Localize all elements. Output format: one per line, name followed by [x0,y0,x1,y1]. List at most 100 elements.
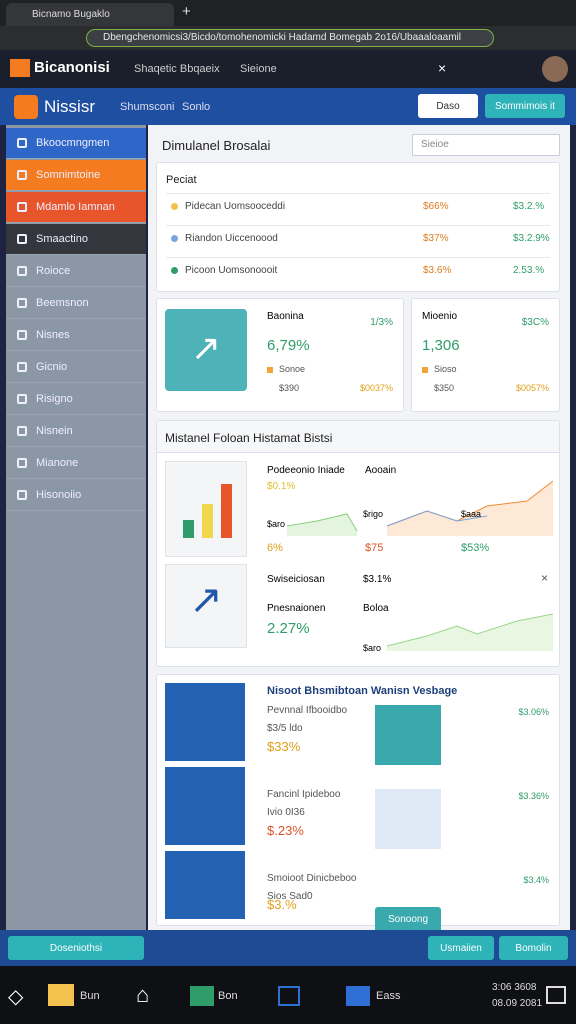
legend-text: $0037% [359,383,393,393]
button[interactable]: Doseniothsi [8,936,144,960]
sidebar-icon [17,138,27,148]
sidebar-item[interactable]: Mdamlo Iamnan [6,192,146,223]
search-box[interactable]: Sieioe [412,134,560,156]
row-value: $3.6% [423,265,452,276]
axis-label: $aro [267,519,286,529]
sidebar-item[interactable]: Smaactino [6,224,146,255]
promo-sub: Ivio 0I36 [267,807,305,818]
sidebar-icon [17,266,27,276]
button[interactable]: Bomolin [499,936,568,960]
row-name: Picoon Uomsonoooit [185,265,278,276]
start[interactable]: ◇ [8,986,24,1008]
sidebar-item[interactable]: Gicnio [6,352,146,383]
sidebar-item[interactable]: Bkoocmngmen [6,128,146,159]
footer: Doseniothsi Usmaiien Bomolin [0,930,576,966]
row-value: $3.2.% [513,201,545,212]
stat: $53% [461,542,490,554]
axis-label: $aaa [461,509,482,519]
clock: 3:06 3608 [492,982,537,993]
sidebar-icon [17,202,27,212]
nav-link[interactable]: Shumsconi [120,101,175,113]
row-name: Pidecan Uomsooceddi [185,201,286,212]
tab-bar: Bicnamo Bugaklo + [0,0,576,26]
close[interactable]: × [438,60,447,76]
kpi-label: Baonina [267,311,304,322]
sub-title: Nissisr [44,97,95,116]
sidebar-item[interactable]: Somnimtoine [6,160,146,191]
button[interactable]: Sommimois it [485,94,565,118]
sidebar-item[interactable]: Nisnein [6,416,146,447]
row-value: $37% [423,233,449,244]
promo-tile [165,851,245,921]
promo-label: Smoioot Dinicbeboo [267,873,357,884]
sidebar-item[interactable]: Mianone [6,448,146,479]
kpi-change: 1/3% [370,317,393,328]
avatar[interactable] [542,56,568,82]
legend-text: $350 [434,383,455,393]
tab[interactable]: Bicnamo Bugaklo [6,3,174,26]
sidebar: Bkoocmngmen Somnimtoine Mdamlo Iamnan Smaac… [6,125,146,930]
row-divider [166,193,550,194]
search[interactable]: Shaqetic Bbqaeix [134,63,220,75]
sidebar-item[interactable]: Risigno [6,384,146,415]
legend-text: $390 [279,383,300,393]
promo-image [375,789,441,849]
row-divider [166,257,550,258]
search-placeholder: Sieioe [421,139,449,150]
sidebar-item[interactable]: Roioce [6,256,146,287]
stat: $75 [365,542,384,554]
axis-label: $aro [363,643,382,653]
header-tab[interactable]: Sieione [240,63,277,75]
close[interactable]: × [541,571,549,585]
table-title: Peciat [166,174,197,186]
app-label[interactable]: Bun [80,990,100,1002]
chart-card: Mistanel Foloan Histamat Bistsi ↗ Podeeo… [156,420,560,667]
row-divider [166,225,550,226]
sidebar-icon [17,330,27,340]
promo-label: Fancinl Ipideboo [267,789,341,800]
sidebar-item[interactable]: Beemsnon [6,288,146,319]
promo-value: $33% [267,739,301,754]
sidebar-item[interactable]: Nisnes [6,320,146,351]
sidebar-icon [17,458,27,468]
app-icon[interactable] [278,986,300,1006]
notifications[interactable] [546,986,566,1004]
chart-icon [165,461,247,557]
axis-label: $rigo [363,509,384,519]
row-dot [171,267,178,274]
home[interactable]: ⌂ [136,982,150,1007]
app-icon[interactable] [48,984,74,1006]
date: 08.09 2081 [492,998,543,1009]
url-box[interactable]: Dbengchenomicsi3/Bicdo/tomohenomicki Had… [86,29,494,47]
app-icon[interactable] [346,986,370,1006]
chart-sub: $0.1% [267,481,296,492]
kpi-card: ↗ Baonina 1/3% 6,79% Sonoe $390 $0037% [156,298,404,412]
row-label: Swiseiciosan [267,574,325,585]
row-mid: $3.1% [363,574,392,585]
kpi-label: Mioenio [422,311,458,322]
section-head [157,421,559,453]
app-label[interactable]: Bon [218,990,238,1002]
row-value: 2.27% [267,620,310,637]
nav-link[interactable]: Sonlo [182,101,211,113]
row-value: 2.53.% [513,265,545,276]
legend-text: Sonoe [279,364,306,374]
button[interactable]: Daso [418,94,478,118]
stat: 6% [267,542,283,554]
button[interactable]: Usmaiien [428,936,494,960]
sidebar-item[interactable]: Hisonoiio [6,480,146,511]
button[interactable]: Sonoong [375,907,441,933]
taskbar: ◇ Bun ⌂ Bon Eass 3:06 3608 08.09 2081 [0,966,576,1024]
promo-card: Nisoot Bhsmibtoan Wanisn Vesbage Pevnnal… [156,674,560,933]
section-title: Mistanel Foloan Histamat Bistsi [165,431,333,445]
promo-value: $.23% [267,823,304,838]
app-icon[interactable] [190,986,214,1006]
app-label[interactable]: Eass [376,990,401,1002]
address-bar: Dbengchenomicsi3/Bicdo/tomohenomicki Had… [0,26,576,50]
new-tab[interactable]: + [182,3,191,20]
series-name: Boloa [363,603,389,614]
logo-icon [10,59,30,77]
kpi-change: $3C% [521,317,549,328]
url: Dbengchenomicsi3/Bicdo/tomohenomicki Had… [103,32,461,43]
sidebar-icon [17,362,27,372]
